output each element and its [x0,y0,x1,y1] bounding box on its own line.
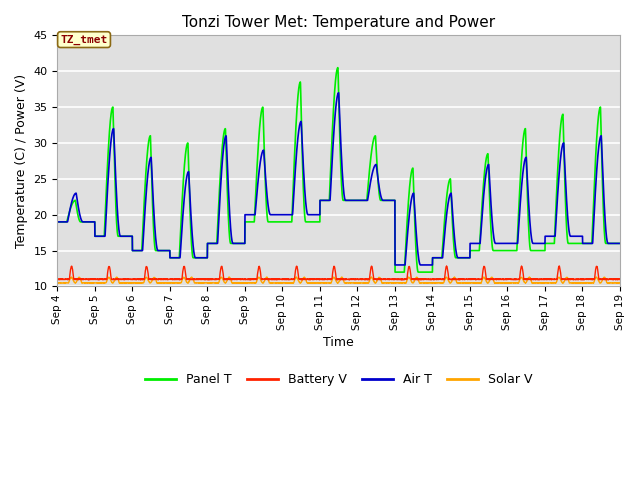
Panel T [616,240,624,246]
Battery V [404,271,412,276]
Panel T [616,240,624,246]
Line: Panel T: Panel T [58,68,620,272]
Panel T [54,219,61,225]
Panel T [404,209,412,215]
Solar V [404,276,412,281]
Line: Solar V: Solar V [58,277,620,283]
Air T [394,262,402,268]
Solar V [54,280,61,286]
X-axis label: Time: Time [323,336,354,349]
Air T [391,262,399,268]
Air T [174,255,182,261]
Solar V [300,274,308,280]
Battery V [355,277,363,283]
Air T [54,219,61,225]
Solar V [214,280,222,286]
Y-axis label: Temperature (C) / Power (V): Temperature (C) / Power (V) [15,74,28,248]
Title: Tonzi Tower Met: Temperature and Power: Tonzi Tower Met: Temperature and Power [182,15,495,30]
Air T [404,229,412,235]
Line: Battery V: Battery V [58,266,620,280]
Panel T [394,269,402,275]
Solar V [563,275,571,280]
Air T [211,240,218,246]
Battery V [211,276,218,282]
Text: TZ_tmet: TZ_tmet [60,35,108,45]
Solar V [394,280,402,286]
Battery V [443,263,451,269]
Battery V [54,276,61,282]
Air T [616,240,624,246]
Panel T [174,255,182,261]
Battery V [394,276,401,282]
Air T [563,202,571,208]
Battery V [563,277,571,283]
Solar V [174,280,182,286]
Panel T [334,65,342,71]
Panel T [391,269,399,275]
Solar V [211,280,218,286]
Panel T [211,240,218,246]
Air T [335,90,342,96]
Panel T [563,229,571,235]
Line: Air T: Air T [58,93,620,265]
Battery V [616,276,624,282]
Solar V [616,280,624,286]
Battery V [616,276,624,282]
Legend: Panel T, Battery V, Air T, Solar V: Panel T, Battery V, Air T, Solar V [140,368,538,391]
Air T [616,240,624,246]
Solar V [616,280,624,286]
Battery V [174,276,182,282]
